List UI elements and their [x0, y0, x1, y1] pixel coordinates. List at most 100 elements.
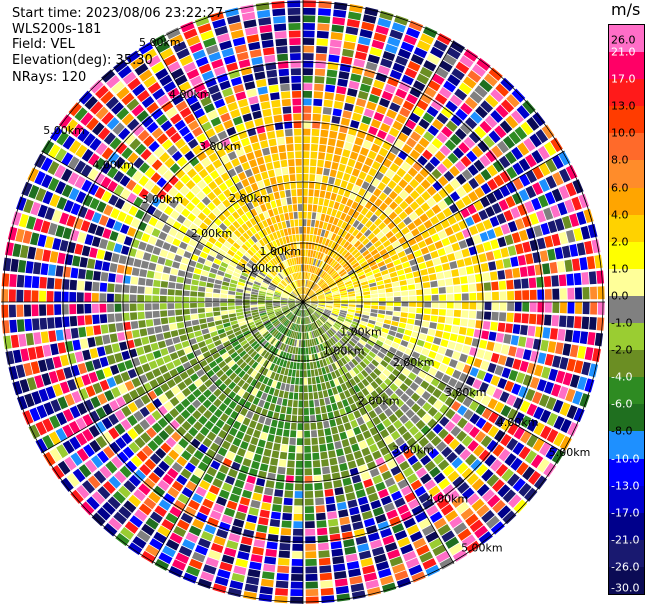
velocity-gate	[505, 323, 513, 334]
velocity-gate	[265, 296, 273, 299]
velocity-gate	[366, 384, 375, 393]
velocity-gate	[320, 335, 326, 342]
velocity-gate	[392, 62, 406, 73]
velocity-gate	[283, 309, 290, 315]
velocity-gate	[321, 253, 327, 261]
velocity-gate	[78, 268, 86, 280]
velocity-gate	[194, 544, 209, 556]
velocity-gate	[461, 534, 476, 548]
velocity-gate	[275, 580, 289, 589]
velocity-gate	[321, 206, 328, 214]
velocity-gate	[558, 185, 570, 200]
velocity-gate	[157, 417, 168, 429]
velocity-gate	[250, 370, 258, 378]
velocity-gate	[313, 475, 322, 483]
velocity-gate	[282, 360, 288, 368]
velocity-gate	[326, 442, 335, 451]
velocity-gate	[74, 175, 86, 189]
velocity-gate	[498, 155, 511, 169]
velocity-gate	[410, 131, 422, 142]
velocity-gate	[438, 175, 449, 187]
velocity-gate	[421, 363, 431, 373]
velocity-gate	[294, 219, 299, 227]
velocity-gate	[269, 259, 276, 267]
velocity-gate	[458, 267, 467, 276]
velocity-gate	[327, 240, 334, 248]
velocity-gate	[325, 297, 333, 300]
velocity-gate	[157, 256, 166, 265]
velocity-gate	[250, 307, 258, 311]
velocity-gate	[145, 278, 154, 287]
velocity-gate	[453, 211, 464, 222]
velocity-gate	[412, 270, 421, 278]
velocity-gate	[373, 136, 384, 147]
velocity-gate	[327, 372, 333, 381]
velocity-gate	[362, 311, 370, 316]
velocity-gate	[195, 432, 206, 443]
velocity-gate	[113, 59, 128, 73]
velocity-gate	[326, 298, 333, 301]
velocity-gate	[305, 558, 317, 566]
velocity-gate	[269, 177, 277, 185]
velocity-gate	[500, 99, 515, 113]
velocity-gate	[234, 404, 243, 413]
velocity-gate	[551, 315, 560, 327]
velocity-gate	[308, 307, 313, 314]
velocity-gate	[303, 196, 308, 204]
velocity-gate	[405, 398, 415, 408]
velocity-gate	[286, 276, 292, 283]
colorbar-segment	[609, 214, 644, 243]
velocity-gate	[142, 382, 153, 393]
range-ring-label: 1.00km	[323, 344, 365, 357]
velocity-gate	[179, 107, 192, 118]
velocity-gate	[367, 532, 380, 542]
velocity-gate	[319, 280, 326, 287]
velocity-gate	[131, 357, 141, 367]
velocity-gate	[361, 284, 370, 289]
velocity-gate	[387, 459, 398, 470]
velocity-gate	[70, 452, 83, 467]
velocity-gate	[274, 489, 284, 497]
velocity-gate	[263, 245, 270, 253]
velocity-gate	[161, 139, 173, 151]
velocity-gate	[355, 268, 363, 274]
velocity-gate	[445, 408, 456, 420]
velocity-gate	[260, 314, 268, 319]
velocity-gate	[67, 156, 80, 170]
velocity-gate	[213, 398, 222, 408]
velocity-gate	[484, 302, 492, 311]
velocity-gate	[558, 151, 571, 166]
velocity-gate	[331, 115, 341, 124]
velocity-gate	[144, 295, 152, 302]
velocity-gate	[301, 340, 303, 347]
velocity-gate	[516, 105, 530, 120]
velocity-gate	[212, 18, 227, 29]
velocity-gate	[115, 396, 127, 408]
velocity-gate	[238, 321, 247, 327]
velocity-gate	[551, 233, 561, 247]
velocity-gate	[236, 285, 245, 290]
velocity-gate	[427, 79, 441, 92]
velocity-gate	[383, 278, 392, 284]
velocity-gate	[162, 242, 171, 251]
velocity-gate	[272, 339, 279, 347]
velocity-gate	[448, 234, 458, 244]
velocity-gate	[294, 316, 298, 323]
velocity-gate	[213, 66, 227, 76]
velocity-gate	[164, 259, 173, 267]
velocity-gate	[159, 74, 173, 87]
velocity-gate	[144, 180, 155, 191]
velocity-gate	[239, 424, 248, 433]
velocity-gate	[141, 523, 155, 537]
velocity-gate	[456, 186, 467, 198]
velocity-gate	[474, 85, 488, 98]
velocity-gate	[520, 324, 528, 336]
velocity-gate	[283, 391, 289, 399]
velocity-gate	[94, 172, 106, 185]
velocity-gate	[418, 437, 430, 448]
velocity-gate	[133, 258, 142, 268]
velocity-gate	[512, 324, 521, 335]
velocity-gate	[102, 366, 113, 378]
velocity-gate	[389, 201, 398, 211]
velocity-gate	[211, 245, 220, 253]
